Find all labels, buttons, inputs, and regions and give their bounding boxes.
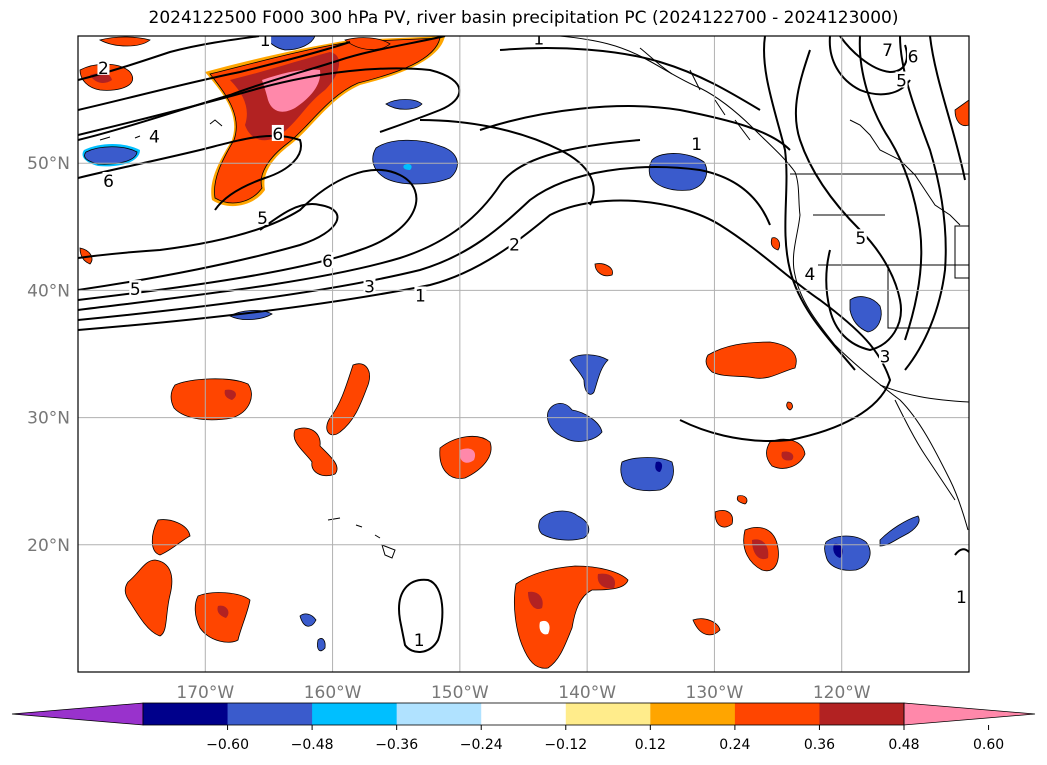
contour-label-bg xyxy=(906,47,919,64)
contour-label: 5 xyxy=(896,72,907,92)
contour-label-bg xyxy=(256,208,269,225)
colorbar: −0.60 −0.48 −0.36 −0.24 −0.12 0.12 0.24 0.36 0.4… xyxy=(11,702,1036,753)
colorbar-segment xyxy=(481,703,567,725)
colorbar-tick-label: 0.48 xyxy=(888,737,919,753)
contour-label: 3 xyxy=(880,348,891,368)
contour-label: 7 xyxy=(882,41,893,61)
contour-label: 5 xyxy=(130,280,141,300)
contour-label: 4 xyxy=(804,265,815,285)
contour-label-bg xyxy=(878,347,891,364)
lon-label: 130°W xyxy=(686,683,744,703)
lat-label: 50°N xyxy=(27,154,70,174)
lon-label: 120°W xyxy=(813,683,871,703)
pv-contours xyxy=(78,36,969,653)
contour-label: 5 xyxy=(855,229,866,249)
colorbar-segment xyxy=(396,703,482,725)
contour-label: 1 xyxy=(691,135,702,155)
colorbar-segment xyxy=(734,703,820,725)
contour-label-bg xyxy=(148,127,161,144)
precip-positive-anomalies xyxy=(79,36,969,669)
contour-label: 6 xyxy=(908,47,919,67)
colorbar-segment xyxy=(565,703,651,725)
contour-label-bg xyxy=(508,235,521,252)
map-title: 2024122500 F000 300 hPa PV, river basin … xyxy=(148,8,899,28)
colorbar-segment xyxy=(312,703,398,725)
colorbar-segment xyxy=(143,703,229,725)
colorbar-tick-label: 0.36 xyxy=(804,737,835,753)
contour-label-bg xyxy=(895,71,908,88)
contour-label-bg xyxy=(803,264,816,281)
plot-frame xyxy=(77,35,970,673)
colorbar-tick-label: −0.48 xyxy=(291,737,334,753)
lat-label: 20°N xyxy=(27,536,70,556)
contour-label: 6 xyxy=(272,125,283,145)
colorbar-tick-label: −0.24 xyxy=(460,737,503,753)
colorbar-tick-label: −0.12 xyxy=(544,737,587,753)
contour-label: 1 xyxy=(415,286,426,306)
colorbar-extend-high xyxy=(903,702,1036,726)
longitude-labels: 170°W 160°W 150°W 140°W 130°W 120°W xyxy=(176,683,870,703)
colorbar-segment xyxy=(819,703,905,725)
lon-label: 160°W xyxy=(304,683,362,703)
colorbar-segment xyxy=(650,703,736,725)
colorbar-frame xyxy=(142,702,905,726)
lat-label: 40°N xyxy=(27,281,70,301)
contour-label: 2 xyxy=(509,236,520,256)
colorbar-tick-label: 0.12 xyxy=(635,737,666,753)
contour-label-bg xyxy=(271,124,284,141)
lon-label: 140°W xyxy=(558,683,616,703)
map-gridlines xyxy=(78,36,969,672)
contour-label: 1 xyxy=(260,31,271,51)
colorbar-tick-label: 0.60 xyxy=(973,737,1004,753)
contour-label: 3 xyxy=(364,278,375,298)
contour-label: 2 xyxy=(98,59,109,79)
contour-label-bg xyxy=(321,252,334,269)
lat-label: 30°N xyxy=(27,409,70,429)
lon-label: 150°W xyxy=(431,683,489,703)
contour-label-bg xyxy=(955,587,968,604)
colorbar-tick-label: −0.60 xyxy=(206,737,249,753)
lon-label: 170°W xyxy=(176,683,234,703)
coastlines xyxy=(99,36,969,559)
contour-label-bg xyxy=(881,40,894,57)
contour-label-bg xyxy=(129,280,142,297)
contour-label-bg xyxy=(690,135,703,152)
contour-label-bg xyxy=(102,172,115,189)
contour-label: 6 xyxy=(103,172,114,192)
contour-label-bg xyxy=(97,58,110,75)
contour-label-bg xyxy=(414,286,427,303)
contour-label-bg xyxy=(259,36,272,47)
contour-label-bg xyxy=(854,229,867,246)
contour-label-bg xyxy=(413,631,426,648)
contour-label-bg xyxy=(363,277,376,294)
latitude-labels: 20°N 30°N 40°N 50°N xyxy=(27,154,70,556)
colorbar-tick-label: 0.24 xyxy=(719,737,750,753)
contour-label: 1 xyxy=(956,588,967,608)
contour-label: 1 xyxy=(533,30,544,50)
colorbar-segment xyxy=(227,703,313,725)
contour-label-bg xyxy=(532,36,545,46)
contour-label: 6 xyxy=(322,252,333,272)
contour-label: 5 xyxy=(257,209,268,229)
colorbar-tick-label: −0.36 xyxy=(375,737,418,753)
contour-label: 4 xyxy=(149,127,160,147)
contour-label: 1 xyxy=(414,631,425,651)
colorbar-extend-low xyxy=(11,702,144,726)
